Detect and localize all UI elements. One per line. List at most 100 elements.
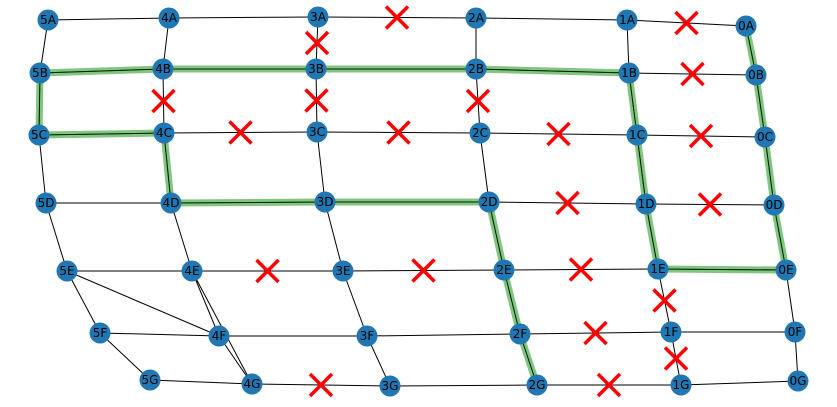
highlight-core-0C-0D (764, 136, 775, 206)
node-label: 1E (650, 262, 665, 276)
node-circle (305, 58, 327, 80)
edges-top-layer (38, 25, 787, 386)
nodes-layer: 5A 4A 3A 2A 1A 0A 5B 4B 3B 2B 1B 0B 5C 4C 3C 2C 1C 0C 5D 4D… (28, 6, 809, 397)
node-circle (745, 64, 767, 86)
node-label: 2E (496, 263, 511, 277)
node-3B: 3B (305, 58, 327, 80)
edge-2C-2D (479, 132, 490, 203)
node-0F: 0F (784, 321, 806, 343)
blocked-x-icon (151, 88, 176, 114)
blocked-x-icon (228, 120, 253, 145)
edge-5E-4F (66, 270, 220, 337)
node-circle (670, 374, 692, 396)
node-label: 0B (748, 68, 764, 82)
node-label: 4E (184, 264, 199, 278)
node-label: 5D (38, 196, 55, 210)
highlight-core-4C-4D (163, 132, 172, 204)
node-label: 1D (638, 197, 655, 211)
node-5B: 5B (29, 62, 51, 84)
node-4G: 4G (241, 373, 263, 395)
edge-2A-1A (475, 17, 628, 21)
node-label: 0F (788, 325, 803, 339)
node-label: 5B (32, 66, 48, 80)
node-label: 5E (59, 264, 74, 278)
node-label: 5F (93, 326, 108, 340)
blocked-x-icon (555, 190, 580, 216)
node-0B: 0B (745, 64, 767, 86)
node-4B: 4B (152, 58, 174, 80)
node-circle (493, 259, 515, 281)
node-label: 4C (156, 126, 172, 140)
node-1B: 1B (618, 62, 640, 84)
edge-5C-5D (38, 134, 47, 204)
node-label: 4G (244, 377, 261, 391)
node-circle (139, 369, 161, 391)
edge-5E-5F (66, 270, 101, 334)
node-2E: 2E (493, 259, 515, 281)
node-circle (526, 374, 548, 396)
edge-3C-3D (316, 131, 326, 203)
node-5D: 5D (35, 192, 57, 214)
node-circle (775, 259, 797, 281)
node-circle (754, 126, 776, 148)
node-circle (478, 191, 500, 213)
node-label: 2A (468, 11, 485, 25)
node-circle (787, 370, 809, 392)
node-label: 4B (155, 62, 171, 76)
node-label: 5A (40, 13, 57, 27)
node-circle (465, 7, 487, 29)
node-circle (152, 58, 174, 80)
node-label: 2B (468, 62, 484, 76)
edge-1G-0G (680, 380, 799, 386)
blocked-x-icon (386, 120, 411, 145)
blocked-x-icon (568, 257, 594, 282)
node-circle (332, 260, 354, 282)
node-circle (241, 373, 263, 395)
node-label: 1C (629, 128, 645, 142)
node-2A: 2A (465, 7, 487, 29)
node-circle (314, 191, 336, 213)
node-5G: 5G (139, 369, 161, 391)
blocked-x-icon (674, 10, 699, 36)
node-label: 1F (664, 325, 679, 339)
blocked-x-icon (652, 288, 677, 313)
highlight-core-4D-3D (170, 201, 326, 204)
highlight-core-2E-2F (503, 269, 521, 335)
node-circle (181, 260, 203, 282)
node-4E: 4E (181, 260, 203, 282)
highlight-core-0D-0E (773, 204, 787, 271)
edge-3G-2G (389, 384, 538, 387)
node-5E: 5E (56, 260, 78, 282)
node-label: 1A (619, 13, 636, 27)
node-circle (29, 62, 51, 84)
node-2G: 2G (526, 374, 548, 396)
node-label: 3F (360, 329, 375, 343)
node-circle (735, 15, 757, 37)
highlight-core-5C-4C (38, 132, 165, 136)
node-circle (660, 321, 682, 343)
node-4C: 4C (153, 122, 175, 144)
blocked-x-icon (255, 258, 280, 284)
node-label: 3A (310, 10, 327, 24)
node-1C: 1C (626, 124, 648, 146)
edge-5F-5G (99, 332, 151, 381)
node-circle (356, 325, 378, 347)
blocked-x-icon (546, 121, 571, 147)
node-label: 0G (790, 374, 807, 388)
node-3F: 3F (356, 325, 378, 347)
node-label: 3D (317, 195, 334, 209)
node-label: 2F (513, 327, 528, 341)
edge-3E-3F (342, 270, 368, 337)
node-circle (616, 9, 638, 31)
node-0D: 0D (763, 194, 785, 216)
edge-3F-2F (366, 333, 521, 337)
node-circle (618, 62, 640, 84)
node-circle (635, 193, 657, 215)
node-label: 3E (335, 264, 350, 278)
highlight-core-1E-0E (657, 268, 787, 271)
node-3A: 3A (307, 6, 329, 28)
blocked-x-icon (596, 372, 622, 398)
node-2F: 2F (509, 323, 531, 345)
